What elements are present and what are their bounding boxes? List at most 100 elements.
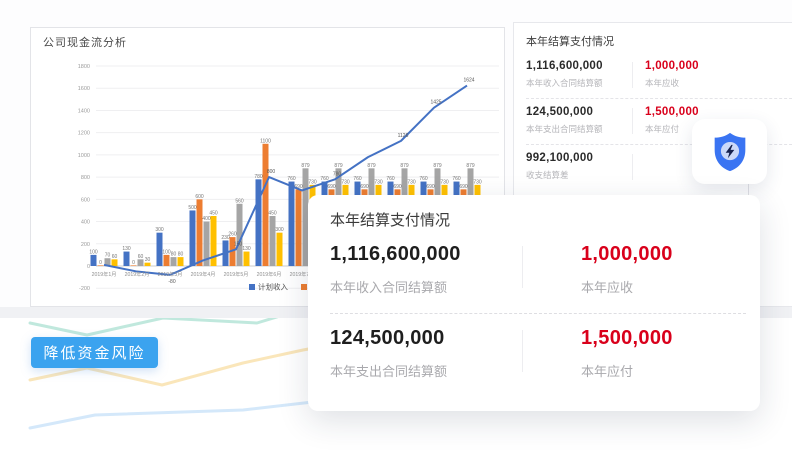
column-divider [522, 246, 523, 288]
y-tick-label: 200 [81, 242, 90, 248]
bar-data-label: 879 [367, 163, 376, 169]
y-tick-label: 1800 [78, 64, 90, 70]
y-tick-label: 800 [81, 175, 90, 181]
bar-data-label: 230 [221, 235, 230, 241]
bar [255, 179, 262, 266]
x-tick-label: 2019年2月 [125, 270, 150, 278]
bar-data-label: 879 [301, 163, 310, 169]
legend-swatch [301, 284, 307, 290]
line-data-label: 1126 [398, 133, 409, 139]
summary-row: 1,116,600,000 本年收入合同结算额 1,000,000 本年应收 [514, 53, 792, 98]
bar-data-label: 690 [294, 184, 303, 190]
bar-data-label: 30 [145, 257, 151, 263]
bar [130, 265, 137, 266]
bar-data-label: 730 [407, 179, 416, 185]
bar [262, 143, 269, 266]
bar [210, 216, 217, 266]
line-series [103, 84, 468, 276]
bar [111, 259, 118, 266]
settlement-popup-card: 本年结算支付情况 1,116,600,000 本年收入合同结算额 1,000,0… [308, 195, 760, 411]
legend-swatch [249, 284, 255, 290]
dashed-separator [330, 313, 746, 314]
bar-data-label: 60 [112, 254, 118, 260]
bar-data-label: 0 [99, 260, 102, 266]
summary-row: 124,500,000 本年支出合同结算额 1,500,000 本年应付 [514, 99, 792, 144]
bar-data-label: 780 [254, 174, 263, 180]
x-tick-label: 2019年3月 [158, 270, 183, 278]
bar-data-label: 600 [195, 194, 204, 200]
bar-data-label: 760 [452, 176, 461, 182]
x-tick-label: 2019年7月 [290, 270, 315, 278]
bar-data-label: 730 [473, 179, 482, 185]
stat-value: 124,500,000 [526, 106, 594, 118]
bar-data-label: 300 [275, 227, 284, 233]
bar [243, 251, 250, 266]
bar [123, 251, 130, 266]
bar-data-label: 0 [132, 260, 135, 266]
bar [104, 258, 111, 266]
stat-label: 收支结算差 [526, 170, 569, 180]
bar [137, 259, 144, 266]
summary-stat: 992,100,000 收支结算差 [526, 152, 632, 181]
popup-row: 124,500,000 本年支出合同结算额 1,500,000 本年应付 [308, 314, 760, 395]
bar-data-label: 730 [341, 179, 350, 185]
column-divider [632, 62, 633, 88]
bar-data-label: 760 [353, 176, 362, 182]
bar-data-label: 879 [466, 163, 475, 169]
bar-data-label: 60 [138, 254, 144, 260]
y-tick-label: 600 [81, 197, 90, 203]
bar-data-label: 70 [105, 253, 111, 259]
bar-data-label: 760 [386, 176, 395, 182]
security-feature-card[interactable] [692, 119, 767, 184]
x-tick-label: 2019年1月 [92, 270, 117, 278]
line-data-label: 800 [267, 169, 276, 175]
stat-label: 本年应收 [581, 280, 634, 295]
line-data-label: 150 [234, 241, 243, 247]
x-tick-label: 2019年6月 [257, 270, 282, 278]
stat-value-red: 1,000,000 [645, 60, 699, 72]
stat-value: 1,116,600,000 [526, 60, 603, 72]
bar-data-label: 690 [426, 184, 435, 190]
stat-label: 本年支出合同结算额 [526, 124, 603, 134]
stat-label: 本年应付 [645, 124, 680, 134]
bar-data-label: 879 [334, 163, 343, 169]
bar-data-label: 80 [171, 252, 177, 258]
risk-reduction-tag[interactable]: 降低资金风险 [31, 337, 158, 368]
bar-data-label: 879 [433, 163, 442, 169]
bar-data-label: 560 [235, 198, 244, 204]
bar [156, 232, 163, 266]
summary-stat: 1,000,000 本年应收 [633, 60, 792, 89]
bar [288, 181, 295, 266]
shield-lightning-icon [714, 132, 745, 171]
bar-data-label: 760 [287, 176, 296, 182]
bar-data-label: 100 [162, 249, 171, 255]
bar-data-label: 879 [400, 163, 409, 169]
bar [177, 257, 184, 266]
bar [97, 265, 104, 266]
stat-value-red: 1,500,000 [581, 327, 673, 349]
stat-value: 1,116,600,000 [330, 243, 461, 265]
stat-label: 本年收入合同结算额 [526, 78, 603, 88]
stat-value-red: 1,000,000 [581, 243, 673, 265]
y-tick-label: 1000 [78, 153, 90, 159]
y-tick-label: 0 [87, 264, 90, 270]
bar-data-label: 760 [419, 176, 428, 182]
y-tick-label: 1600 [78, 86, 90, 92]
x-tick-label: 2019年5月 [224, 270, 249, 278]
summary-stat: 1,116,600,000 本年收入合同结算额 [526, 60, 632, 89]
bar-data-label: 690 [327, 184, 336, 190]
lightning-bolt [725, 144, 734, 158]
bar [302, 168, 309, 266]
bar-data-label: 300 [155, 227, 164, 233]
chart-title: 公司现金流分析 [43, 37, 127, 49]
legend-label: 计划收入 [258, 282, 288, 292]
stat-label: 本年支出合同结算额 [330, 364, 448, 379]
line-data-label: 780 [333, 171, 342, 177]
stat-label: 本年收入合同结算额 [330, 280, 448, 295]
y-tick-label: 1400 [78, 108, 90, 114]
bar [170, 257, 177, 266]
bar-data-label: 400 [202, 216, 211, 222]
stat-label: 本年应付 [581, 364, 634, 379]
bar-data-label: 130 [242, 246, 251, 252]
